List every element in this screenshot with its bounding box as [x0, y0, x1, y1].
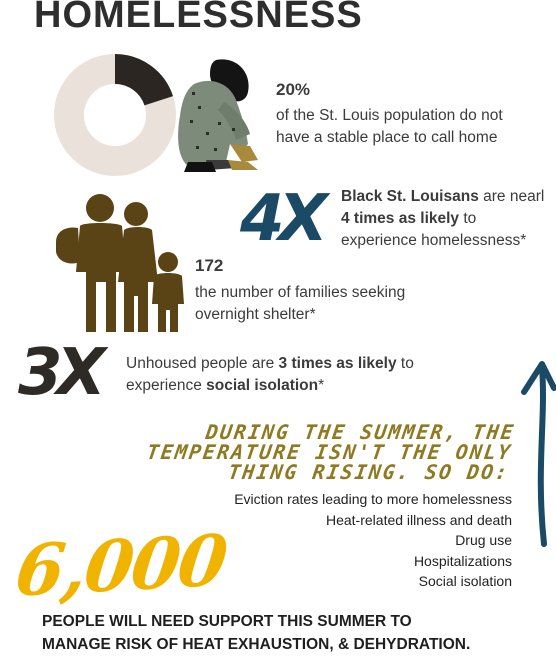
stat2-bold1: Black St. Louisans — [341, 188, 479, 205]
stat3-line1: the number of families seeking — [195, 284, 406, 301]
stat4-bold1: 3 times as likely — [278, 355, 397, 372]
summer-list: Eviction rates leading to more homelessn… — [234, 489, 512, 592]
stat4-description: Unhoused people are 3 times as likely to… — [126, 353, 414, 397]
summer-heading-line1: DURING THE SUMMER, THE — [204, 420, 517, 444]
list-item: Drug use — [455, 532, 512, 548]
list-item: Social isolation — [418, 573, 512, 589]
summer-heading: DURING THE SUMMER, THE TEMPERATURE ISN'T… — [143, 420, 517, 484]
stat2-line3: experience homelessness* — [341, 232, 527, 249]
list-item: Heat-related illness and death — [325, 511, 512, 528]
stat3-line2: overnight shelter* — [195, 306, 316, 323]
stat2-description: Black St. Louisans are nearl 4 times as … — [341, 186, 544, 252]
bottom-line2: MANAGE RISK OF HEAT EXHAUSTION, & DEHYDR… — [42, 636, 471, 653]
stat3-value: 172 — [195, 256, 224, 275]
summer-heading-line3: THING RISING. SO DO: — [226, 460, 511, 484]
stat1-line1: of the St. Louis population do not — [276, 107, 503, 124]
stat2-bold2: 4 times as likely — [341, 210, 460, 227]
summer-heading-line2: TEMPERATURE ISN'T THE ONLY — [145, 440, 514, 464]
sitting-person-icon — [178, 59, 258, 172]
rising-arrow-icon — [521, 361, 556, 547]
stat4-bold2: social isolation — [206, 377, 319, 394]
big-number: 6,000 — [11, 518, 231, 613]
stat4-pre2: experience — [126, 377, 207, 394]
stat1-value: 20% — [276, 80, 311, 99]
three-times-multiplier: 3X — [18, 336, 106, 410]
stat2-rest1: are nearl — [478, 188, 545, 205]
list-item: Eviction rates leading to more homelessn… — [234, 491, 512, 507]
page-title: HOMELESSNESS — [34, 0, 363, 36]
stat4-pre1: Unhoused people are — [126, 355, 279, 372]
stat1-description: of the St. Louis population do not have … — [276, 105, 503, 149]
four-times-multiplier: 4X — [240, 182, 328, 256]
list-item: Hospitalizations — [413, 552, 512, 569]
stat1-line2: have a stable place to call home — [276, 129, 498, 146]
bottom-line1: PEOPLE WILL NEED SUPPORT THIS SUMMER TO — [42, 613, 412, 630]
family-icon — [56, 194, 184, 332]
stat4-post2: * — [318, 377, 325, 394]
stat3-description: the number of families seeking overnight… — [195, 282, 405, 326]
bottom-statement: PEOPLE WILL NEED SUPPORT THIS SUMMER TO … — [42, 610, 470, 656]
stat4-post1: to — [396, 355, 414, 372]
stat2-rest2: to — [459, 210, 477, 227]
donut-chart-icon — [54, 54, 176, 176]
